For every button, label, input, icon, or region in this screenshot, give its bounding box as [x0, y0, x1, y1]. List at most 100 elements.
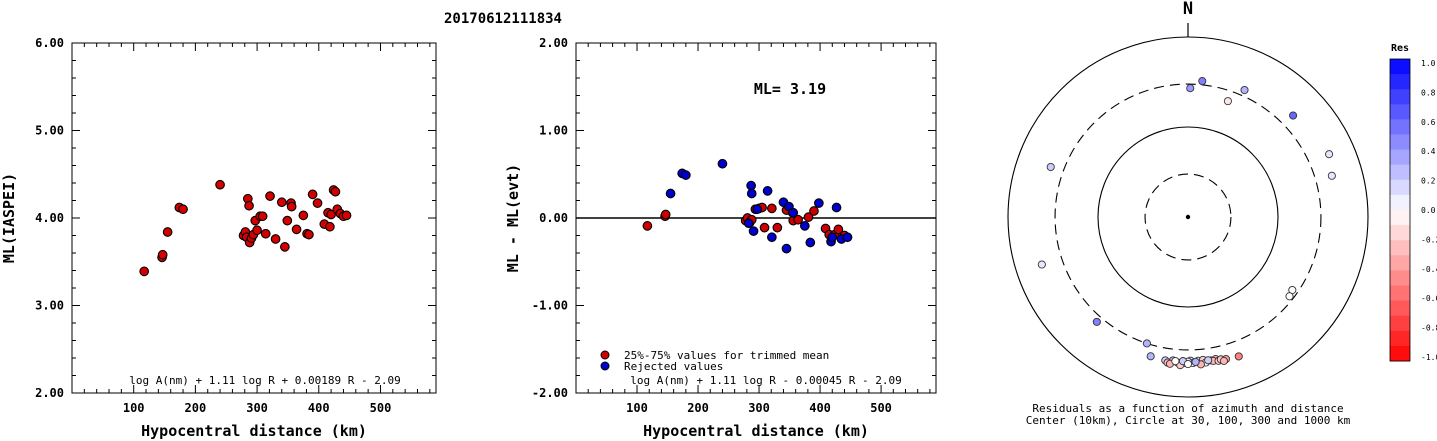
colorbar-tick-label: -0.4	[1421, 265, 1437, 274]
colorbar-cell	[1390, 179, 1410, 196]
residual-point	[1183, 359, 1193, 369]
residual-point	[1325, 150, 1334, 159]
rejected-point	[748, 226, 759, 236]
residual-point	[1171, 357, 1180, 366]
distance-ring	[1007, 36, 1369, 398]
chart-title: 20170612111834	[444, 11, 562, 27]
trimmed-mean-point	[809, 206, 819, 216]
data-point	[270, 234, 281, 244]
data-point	[252, 225, 262, 236]
caption-line-2: Center (10km), Circle at 30, 100, 300 an…	[1026, 414, 1351, 427]
colorbar-tick-label: 0.8	[1421, 88, 1436, 97]
data-point	[325, 221, 335, 232]
colorbar-cell	[1390, 330, 1410, 347]
colorbar-tick-label: -1.0	[1421, 353, 1437, 362]
caption-line-1: Residuals as a function of azimuth and d…	[1032, 402, 1343, 415]
data-point	[257, 211, 268, 222]
formula: log A(nm) + 1.11 log R + 0.00189 R - 2.0…	[129, 374, 401, 387]
data-point	[215, 179, 225, 190]
data-point	[157, 249, 168, 260]
colorbar-tick-label: -0.2	[1421, 235, 1437, 244]
data-point	[260, 228, 271, 239]
rejected-point	[781, 243, 792, 254]
residual-point	[1285, 292, 1294, 301]
trimmed-mean-point	[660, 209, 671, 220]
colorbar-cell	[1390, 225, 1410, 241]
polar-chart: N Residuals as a function of azimuth and …	[1007, 0, 1369, 427]
residual-point	[1327, 171, 1336, 180]
legend-label: 25%-75% values for trimmed mean	[624, 349, 829, 362]
x-axis-label: Hypocentral distance (km)	[141, 422, 367, 440]
trimmed-mean-point	[642, 221, 653, 231]
x-tick-label: 400	[809, 401, 831, 415]
residual-point	[1240, 85, 1249, 95]
rejected-point	[767, 232, 777, 243]
residual-point	[1219, 356, 1228, 365]
data-point	[265, 191, 275, 201]
y-tick-label: 6.00	[35, 36, 64, 50]
data-point	[326, 209, 336, 220]
rejected-point	[805, 237, 816, 248]
data-point	[330, 186, 341, 197]
colorbar-cell	[1390, 300, 1410, 317]
y-tick-label: 2.00	[35, 386, 64, 400]
colorbar-cell	[1390, 59, 1410, 75]
colorbar-cell	[1390, 89, 1410, 105]
colorbar-title: Res	[1391, 43, 1409, 54]
y-tick-label: 1.00	[539, 124, 568, 138]
formula: log A(nm) + 1.11 log R - 0.00045 R - 2.0…	[630, 374, 902, 387]
rejected-point	[746, 188, 757, 199]
y-tick-label: 0.00	[539, 211, 568, 225]
center-dot	[1185, 214, 1191, 220]
colorbar-cell	[1390, 134, 1410, 151]
data-point	[279, 242, 290, 252]
ml-annotation: ML= 3.19	[754, 80, 826, 98]
residual-point	[1142, 339, 1151, 348]
rejected-point	[842, 232, 853, 243]
residual-point	[1037, 260, 1046, 269]
rejected-point	[680, 170, 691, 180]
colorbar-cell	[1390, 315, 1410, 332]
colorbar-cell	[1390, 104, 1410, 120]
y-tick-label: -1.00	[532, 299, 568, 313]
data-point	[298, 210, 309, 221]
middle-chart: -2.00 -1.00 0.00 1.00 2.00 100 200 300 400 500Hyp…	[504, 36, 937, 440]
rejected-point	[762, 186, 773, 196]
data-point	[276, 197, 287, 208]
colorbar-cell	[1390, 240, 1410, 256]
data-point	[282, 215, 293, 226]
rejected-point	[717, 158, 728, 169]
data-point	[162, 227, 173, 237]
x-tick-label: 500	[370, 401, 392, 415]
residual-point	[1198, 77, 1207, 86]
rejected-point	[831, 202, 842, 213]
colorbar-cell	[1390, 149, 1410, 166]
x-tick-label: 100	[123, 401, 145, 415]
rejected-point	[752, 204, 763, 215]
x-tick-label: 100	[626, 401, 648, 415]
colorbar-tick-label: 1.0	[1421, 59, 1436, 68]
x-tick-label: 500	[870, 401, 892, 415]
x-tick-label: 200	[185, 401, 207, 415]
residual-point	[1204, 356, 1213, 365]
north-label: N	[1183, 0, 1193, 19]
distance-ring	[1054, 83, 1322, 351]
residual-point	[1223, 97, 1232, 106]
colorbar-frame	[1389, 58, 1411, 362]
trimmed-mean-point	[803, 212, 814, 222]
y-tick-label: 2.00	[539, 36, 568, 50]
y-axis-label: ML(IASPEI)	[0, 173, 18, 263]
trimmed-mean-point	[833, 224, 844, 235]
colorbar-cell	[1390, 74, 1410, 90]
colorbar-cell	[1390, 119, 1410, 135]
y-tick-label: 4.00	[35, 211, 64, 225]
colorbar-cell	[1390, 270, 1410, 286]
colorbar-cell	[1390, 210, 1410, 226]
data-point	[291, 224, 302, 235]
trimmed-mean-point	[793, 214, 803, 225]
colorbar-tick-label: 0.6	[1421, 118, 1436, 127]
x-tick-label: 400	[308, 401, 330, 415]
rejected-point	[813, 198, 824, 208]
rejected-point	[788, 207, 799, 218]
